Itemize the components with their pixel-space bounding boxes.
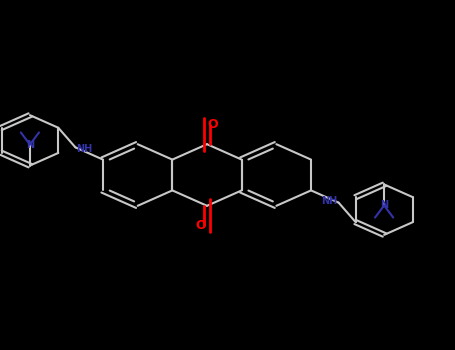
Text: NH: NH <box>76 144 93 154</box>
Text: N: N <box>380 201 388 210</box>
Text: O: O <box>207 118 218 132</box>
Text: N: N <box>26 140 34 149</box>
Text: O: O <box>196 218 207 232</box>
Text: NH: NH <box>321 196 338 206</box>
